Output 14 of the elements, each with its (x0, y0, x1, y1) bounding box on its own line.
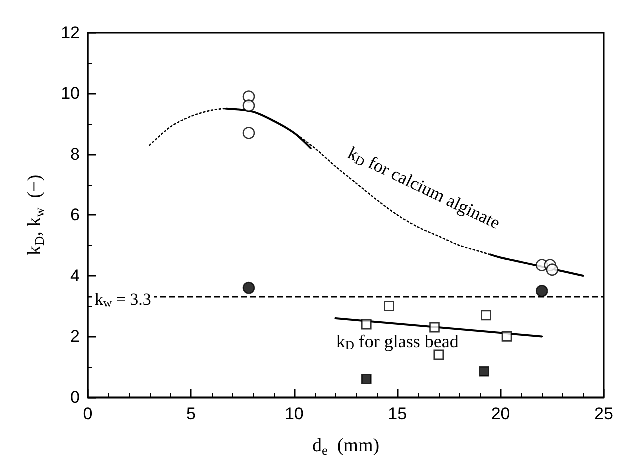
x-tick-label: 5 (186, 404, 196, 424)
x-tick-label: 10 (284, 404, 304, 424)
y-axis-title: kD, kw (−) (24, 174, 47, 256)
x-tick-label: 0 (83, 404, 93, 424)
x-tick-label: 20 (491, 404, 510, 424)
y-tick-label: 0 (70, 388, 80, 407)
y-tick-label: 8 (70, 144, 80, 164)
y-tick-label: 12 (61, 24, 80, 42)
y-tick-label: 4 (70, 266, 80, 286)
y-tick-label: 6 (70, 206, 80, 225)
y-tick-label: 10 (61, 84, 80, 104)
y-tick-label: 2 (70, 327, 80, 346)
x-tick-label: 15 (388, 404, 408, 424)
x-tick-label: 25 (594, 404, 614, 424)
